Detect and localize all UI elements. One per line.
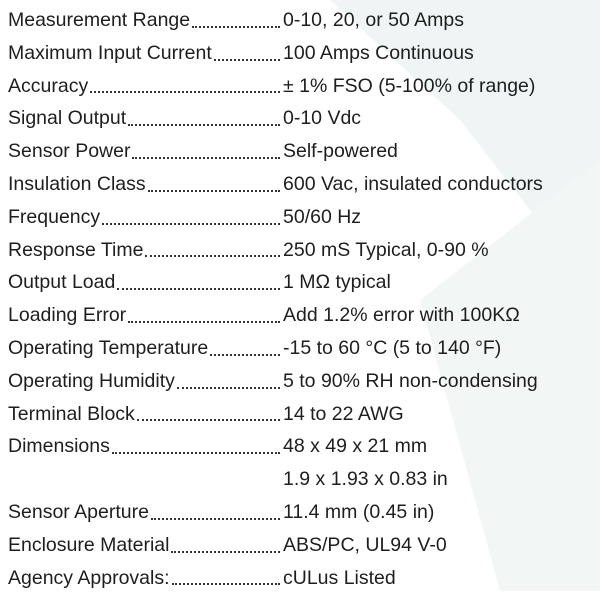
spec-value: 1.9 x 1.93 x 0.83 in (283, 468, 448, 491)
spec-value: Self-powered (283, 140, 398, 163)
spec-row: Signal Output 0-10 Vdc (8, 102, 598, 135)
spec-label: Sensor Aperture (8, 500, 149, 523)
label-cell: Measurement Range (8, 4, 283, 37)
label-cell: Maximum Input Current (8, 37, 283, 70)
label-cell: Insulation Class (8, 168, 283, 201)
dot-leader (128, 299, 280, 323)
spec-row: Operating Temperature -15 to 60 °C (5 to … (8, 332, 598, 365)
spec-label: Loading Error (8, 304, 127, 327)
spec-label: Enclosure Material (8, 533, 170, 556)
spec-row: 1.9 x 1.93 x 0.83 in (8, 463, 598, 496)
dot-leader (111, 430, 280, 455)
label-cell: Sensor Power (8, 135, 283, 168)
label-cell: Operating Humidity (8, 365, 283, 398)
spec-row: Sensor Aperture 11.4 mm (0.45 in) (8, 496, 598, 529)
label-cell: Response Time (8, 234, 283, 267)
spec-value: 600 Vac, insulated conductors (283, 172, 543, 195)
label-cell: Sensor Aperture (8, 496, 283, 529)
spec-value: 250 mS Typical, 0-90 % (283, 238, 489, 261)
spec-label: Sensor Power (8, 140, 131, 163)
label-cell: Dimensions (8, 430, 283, 463)
label-cell: Accuracy (8, 70, 283, 103)
dot-leader (176, 365, 280, 389)
spec-label: Operating Temperature (8, 336, 209, 359)
spec-row: Response Time 250 mS Typical, 0-90 % (8, 234, 598, 267)
spec-value: 48 x 49 x 21 mm (283, 435, 428, 458)
dot-leader (150, 496, 280, 520)
spec-label: Measurement Range (8, 9, 191, 31)
label-cell: Signal Output (8, 102, 283, 135)
spec-value: cULus Listed (283, 566, 396, 589)
spec-row: Dimensions 48 x 49 x 21 mm (8, 430, 598, 463)
label-cell: Terminal Block (8, 398, 283, 431)
spec-value: ABS/PC, UL94 V-0 (283, 533, 447, 556)
spec-label: Terminal Block (8, 402, 135, 425)
spec-row: Loading Error Add 1.2% error with 100KΩ (8, 299, 598, 332)
spec-row: Sensor Power Self-powered (8, 135, 598, 168)
spec-row: Terminal Block 14 to 22 AWG (8, 398, 598, 431)
spec-value: Add 1.2% error with 100KΩ (283, 304, 520, 327)
spec-value: 14 to 22 AWG (283, 402, 404, 425)
spec-value: 0-10 Vdc (283, 107, 362, 130)
dot-leader (145, 234, 280, 258)
spec-row: Maximum Input Current 100 Amps Continuous (8, 37, 598, 70)
spec-label: Agency Approvals: (8, 566, 170, 589)
dot-leader (147, 168, 280, 192)
dot-leader (171, 529, 280, 553)
dot-leader (90, 70, 280, 94)
spec-label: Frequency (8, 205, 101, 228)
spec-row: Enclosure Material ABS/PC, UL94 V-0 (8, 529, 598, 562)
spec-label: Response Time (8, 238, 144, 261)
dot-leader (192, 4, 280, 28)
dot-leader (210, 332, 280, 356)
spec-row: Operating Humidity 5 to 90% RH non-conden… (8, 365, 598, 398)
label-cell: Operating Temperature (8, 332, 283, 365)
spec-label: Accuracy (8, 74, 89, 97)
dot-leader (213, 37, 280, 61)
dot-leader (136, 398, 280, 422)
spec-value: 5 to 90% RH non-condensing (283, 369, 538, 392)
spec-row: Frequency 50/60 Hz (8, 201, 598, 234)
spec-value: 50/60 Hz (283, 205, 362, 228)
bg-shape (330, 0, 600, 300)
spec-row: Agency Approvals: cULus Listed (8, 562, 598, 594)
label-cell: Output Load (8, 266, 283, 299)
spec-label: Insulation Class (8, 172, 146, 195)
spec-value: 100 Amps Continuous (283, 41, 474, 64)
label-cell: Loading Error (8, 299, 283, 332)
spec-label: Output Load (8, 271, 116, 294)
spec-row: Measurement Range 0-10, 20, or 50 Amps (8, 4, 598, 37)
spec-value: 1 MΩ typical (283, 271, 391, 294)
spec-label: Operating Humidity (8, 369, 175, 392)
label-cell: Enclosure Material (8, 529, 283, 562)
label-cell: Frequency (8, 201, 283, 234)
dot-leader (102, 201, 280, 225)
spec-label: Maximum Input Current (8, 41, 212, 64)
dot-leader (171, 562, 280, 586)
spec-value: 11.4 mm (0.45 in) (283, 500, 435, 523)
spec-label: Dimensions (8, 435, 110, 458)
spec-row: Insulation Class 600 Vac, insulated condu… (8, 168, 598, 201)
label-cell (8, 463, 283, 496)
spec-value: 0-10, 20, or 50 Amps (283, 9, 465, 31)
bg-shape (420, 160, 600, 591)
spec-row: Accuracy ± 1% FSO (5-100% of range) (8, 70, 598, 103)
label-cell: Agency Approvals: (8, 562, 283, 594)
dot-leader (128, 102, 280, 127)
dot-leader (117, 266, 280, 291)
dot-leader (132, 135, 280, 159)
spec-value: -15 to 60 °C (5 to 140 °F) (283, 336, 502, 359)
spec-list: Measurement Range 0-10, 20, or 50 Amps Max… (8, 4, 598, 594)
spec-value: ± 1% FSO (5-100% of range) (283, 74, 536, 97)
spec-label: Signal Output (8, 107, 127, 130)
spec-row: Output Load 1 MΩ typical (8, 266, 598, 299)
